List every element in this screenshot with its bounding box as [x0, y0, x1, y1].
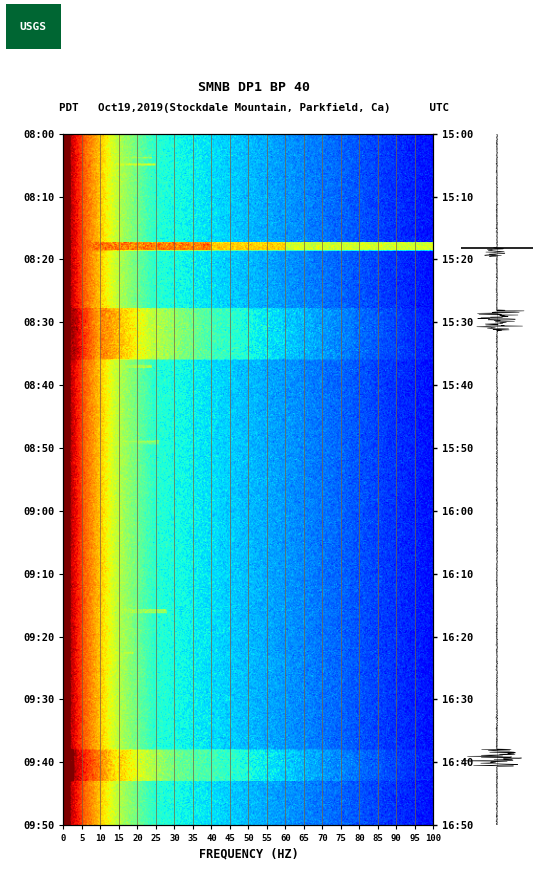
- Text: USGS: USGS: [20, 21, 46, 32]
- X-axis label: FREQUENCY (HZ): FREQUENCY (HZ): [199, 847, 298, 860]
- Text: SMNB DP1 BP 40: SMNB DP1 BP 40: [198, 80, 310, 94]
- Text: PDT   Oct19,2019(Stockdale Mountain, Parkfield, Ca)      UTC: PDT Oct19,2019(Stockdale Mountain, Parkf…: [59, 103, 449, 113]
